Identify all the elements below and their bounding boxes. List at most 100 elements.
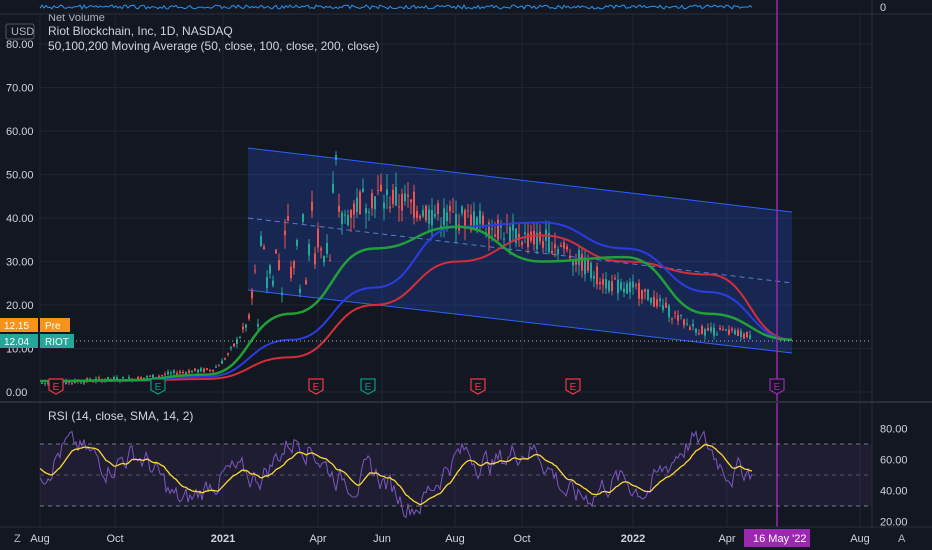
candle-body [227, 353, 229, 355]
candle-body [365, 208, 367, 214]
candle-body [200, 368, 202, 372]
candle-body [326, 243, 328, 254]
candle-body [248, 314, 250, 319]
candle-body [698, 333, 700, 335]
candle-body [347, 215, 349, 226]
candle-body [662, 305, 664, 310]
candle-body [731, 328, 733, 331]
candle-body [452, 211, 454, 213]
candle-body [497, 219, 499, 240]
candle-body [554, 243, 556, 249]
price-tick-label: 30.00 [6, 257, 34, 269]
candle-body [641, 289, 643, 300]
candle-body [584, 257, 586, 275]
candle-body [263, 246, 265, 250]
candle-body [575, 258, 577, 265]
candle-body [404, 193, 406, 202]
earnings-marker: E [308, 378, 324, 395]
candle-body [425, 205, 427, 221]
candle-body [305, 280, 307, 285]
candle-body [443, 208, 445, 226]
candle-body [356, 197, 358, 213]
candle-body [464, 210, 466, 229]
candle-body [734, 330, 736, 335]
candle-body [671, 318, 673, 320]
candle-body [722, 329, 724, 331]
candle-body [284, 230, 286, 236]
candle-body [176, 373, 178, 376]
candle-body [521, 241, 523, 246]
candle-body [623, 288, 625, 293]
candle-body [311, 201, 313, 212]
candle-body [236, 339, 238, 344]
candle-body [293, 261, 295, 269]
candle-body [221, 360, 223, 364]
candle-body [707, 328, 709, 331]
candle-body [677, 315, 679, 321]
time-tick-label: Jun [373, 533, 391, 545]
candle-body [173, 370, 175, 374]
candle-body [338, 205, 340, 212]
candle-body [428, 209, 430, 224]
candle-body [422, 210, 424, 217]
candle-body [269, 265, 271, 274]
grid [39, 14, 872, 527]
candle-body [419, 216, 421, 219]
candle-body [644, 289, 646, 292]
candle-body [701, 326, 703, 334]
candle-body [188, 370, 190, 374]
candle-body [713, 327, 715, 336]
candle-body [740, 330, 742, 338]
candle-body [239, 337, 241, 339]
auto-scale-button[interactable]: A [898, 533, 906, 545]
candle-body [380, 184, 382, 192]
price-tick-label: 20.00 [6, 300, 34, 312]
candle-body [719, 327, 721, 330]
candle-body [341, 212, 343, 224]
earnings-marker: E [150, 378, 166, 395]
currency-badge[interactable]: USD [5, 23, 35, 40]
candle-body [455, 214, 457, 230]
candle-body [650, 297, 652, 303]
earnings-marker: E [360, 378, 376, 395]
candle-body [164, 373, 166, 375]
earnings-label: E [313, 382, 320, 393]
candle-body [317, 228, 319, 248]
candle-body [182, 371, 184, 373]
candle-body [152, 374, 154, 379]
rsi-ma-line [39, 444, 753, 506]
candle-body [395, 186, 397, 206]
candle-body [344, 214, 346, 216]
candle-body [743, 333, 745, 339]
svg-text:12.15: 12.15 [4, 321, 29, 332]
candle-body [266, 277, 268, 288]
candle-body [599, 281, 601, 284]
candle-body [590, 263, 592, 279]
candle-body [332, 183, 334, 193]
candle-body [692, 323, 694, 327]
candle-body [44, 383, 46, 385]
candle-body [137, 376, 139, 381]
candle-body [323, 256, 325, 263]
candle-body [569, 255, 571, 259]
candle-body [500, 225, 502, 228]
indicator-title: 50,100,200 Moving Average (50, close, 10… [48, 39, 379, 53]
currency-label: USD [11, 26, 34, 38]
candle-body [488, 222, 490, 239]
candle-body [278, 260, 280, 270]
candle-body [449, 206, 451, 212]
candle-body [407, 194, 409, 197]
candle-body [209, 369, 211, 372]
candle-body [170, 372, 172, 374]
earnings-marker: E [48, 378, 64, 395]
time-tick-label: Aug [850, 533, 870, 545]
candle-body [128, 377, 130, 379]
candle-body [413, 191, 415, 218]
candle-body [410, 199, 412, 203]
candle-body [230, 347, 232, 349]
corner-left-label[interactable]: Z [14, 533, 21, 545]
price-tick-label: 40.00 [6, 213, 34, 225]
candle-body [704, 329, 706, 336]
candle-body [194, 368, 196, 371]
